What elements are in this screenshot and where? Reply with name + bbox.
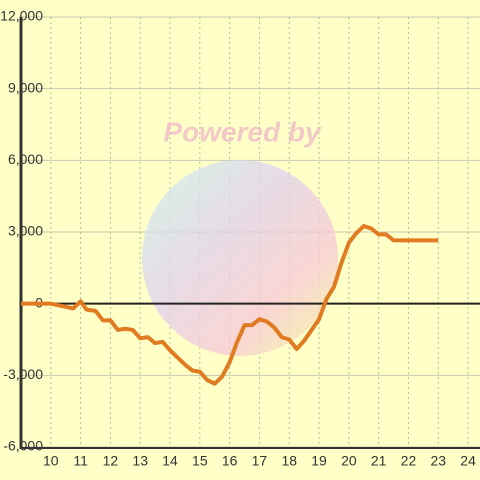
- x-tick-label: 21: [371, 453, 387, 469]
- y-tick-label: 6,000: [8, 151, 43, 167]
- x-tick-label: 18: [281, 453, 297, 469]
- y-tick-label: 9,000: [8, 79, 43, 95]
- x-tick-label: 13: [132, 453, 148, 469]
- x-tick-label: 16: [222, 453, 238, 469]
- x-tick-label: 19: [311, 453, 327, 469]
- x-tick-label: 20: [341, 453, 357, 469]
- x-tick-label: 10: [43, 453, 59, 469]
- x-tick-label: 24: [460, 453, 476, 469]
- x-tick-label: 22: [401, 453, 417, 469]
- data-line: [21, 224, 439, 386]
- watermark-logo: [142, 160, 338, 356]
- y-tick-label: 12,000: [0, 8, 43, 24]
- watermark-text: Powered by: [163, 116, 322, 147]
- y-tick-label: -3,000: [3, 366, 43, 382]
- x-tick-label: 17: [252, 453, 268, 469]
- watermark: Powered by: [142, 116, 338, 356]
- x-tick-label: 15: [192, 453, 208, 469]
- y-tick-label: -6,000: [3, 438, 43, 454]
- y-tick-label: 3,000: [8, 223, 43, 239]
- x-tick-label: 23: [430, 453, 446, 469]
- x-tick-label: 11: [73, 453, 88, 469]
- x-tick-label: 12: [103, 453, 119, 469]
- x-tick-label: 14: [162, 453, 178, 469]
